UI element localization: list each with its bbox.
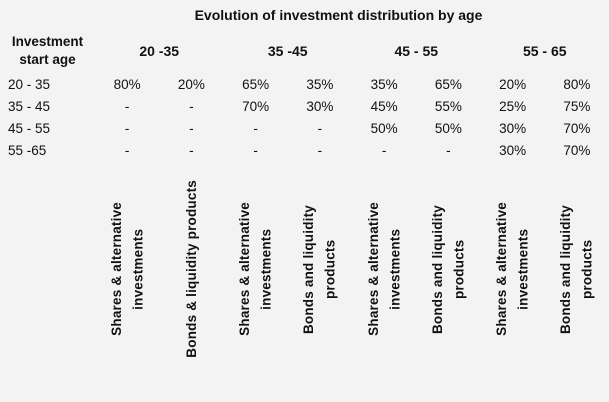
value-cell: 35% bbox=[306, 77, 334, 93]
table-title: Evolution of investment distribution by … bbox=[194, 7, 483, 23]
value-cell: - bbox=[317, 120, 323, 136]
column-label: Shares & alternative investments bbox=[106, 202, 149, 336]
value-cell: - bbox=[253, 120, 258, 136]
column-label: Bonds & liquidity products bbox=[181, 180, 203, 358]
value-cell: - bbox=[253, 142, 258, 158]
spacer-cell bbox=[0, 161, 95, 401]
column-label-cell: Bonds and liquidity products bbox=[288, 161, 352, 401]
column-label: Bonds and liquidity products bbox=[298, 205, 341, 334]
column-label-line: Bonds and liquidity bbox=[558, 204, 574, 334]
age-group-header: 20 -35 bbox=[139, 43, 180, 59]
column-label-line: Bonds & liquidity products bbox=[183, 180, 199, 359]
value-cell: 80% bbox=[563, 77, 591, 93]
column-label-line: Shares & alternative bbox=[237, 202, 253, 337]
value-cell: - bbox=[317, 142, 323, 158]
column-label-line: investments bbox=[387, 228, 403, 310]
column-label-line: Shares & alternative bbox=[108, 202, 124, 337]
column-label-line: investments bbox=[258, 228, 274, 310]
column-label-line: products bbox=[579, 239, 595, 299]
value-cell: 30% bbox=[499, 142, 527, 158]
column-label-line: investments bbox=[515, 228, 531, 310]
column-label-cell: Shares & alternative investments bbox=[352, 161, 416, 401]
value-cell: 50% bbox=[370, 120, 398, 136]
column-label: Bonds and liquidity products bbox=[555, 205, 598, 334]
value-cell: 70% bbox=[242, 99, 270, 115]
value-cell: 80% bbox=[113, 77, 141, 93]
column-label-cell: Bonds and liquidity products bbox=[545, 161, 609, 401]
row-label: 20 - 35 bbox=[8, 77, 51, 93]
row-dimension-header-line2: start age bbox=[19, 52, 76, 67]
column-label-line: Shares & alternative bbox=[494, 202, 510, 337]
value-cell: 30% bbox=[306, 99, 334, 115]
table-grid: Investment start age 20 -35 35 -45 45 - 55 55… bbox=[0, 28, 609, 401]
value-cell: 55% bbox=[434, 99, 462, 115]
column-label-line: Bonds and liquidity bbox=[301, 204, 317, 334]
column-label-line: investments bbox=[130, 228, 146, 310]
row-dimension-header: Investment start age bbox=[0, 28, 95, 74]
age-group-header: 45 - 55 bbox=[394, 43, 439, 59]
value-cell: 25% bbox=[499, 99, 527, 115]
value-cell: - bbox=[446, 142, 451, 158]
column-label: Shares & alternative investments bbox=[234, 202, 277, 336]
value-cell: - bbox=[381, 142, 387, 158]
row-label: 55 -65 bbox=[8, 142, 47, 158]
value-cell: 20% bbox=[499, 77, 527, 93]
value-cell: - bbox=[124, 99, 130, 115]
column-label-line: products bbox=[322, 239, 338, 299]
row-label: 35 - 45 bbox=[8, 99, 51, 115]
value-cell: 65% bbox=[242, 77, 270, 93]
value-cell: 35% bbox=[370, 77, 398, 93]
column-label-line: products bbox=[451, 239, 467, 299]
value-cell: 20% bbox=[177, 77, 205, 93]
value-cell: 45% bbox=[370, 99, 398, 115]
column-label-line: Bonds and liquidity bbox=[429, 204, 445, 334]
column-label: Shares & alternative investments bbox=[363, 202, 406, 336]
value-cell: 65% bbox=[434, 77, 462, 93]
value-cell: - bbox=[189, 99, 194, 115]
value-cell: - bbox=[124, 120, 130, 136]
value-cell: - bbox=[124, 142, 130, 158]
value-cell: 50% bbox=[434, 120, 462, 136]
row-dimension-header-line1: Investment bbox=[11, 34, 84, 50]
column-label-cell: Shares & alternative investments bbox=[224, 161, 288, 401]
column-label-cell: Bonds & liquidity products bbox=[159, 161, 223, 401]
value-cell: 30% bbox=[499, 120, 527, 136]
value-cell: - bbox=[189, 120, 194, 136]
column-label-line: Shares & alternative bbox=[365, 202, 381, 337]
column-label: Bonds and liquidity products bbox=[427, 205, 470, 334]
value-cell: - bbox=[189, 142, 194, 158]
column-label: Shares & alternative investments bbox=[491, 202, 534, 336]
value-cell: 70% bbox=[563, 120, 591, 136]
age-group-header: 55 - 65 bbox=[522, 43, 567, 59]
row-label: 45 - 55 bbox=[8, 120, 51, 136]
value-cell: 75% bbox=[563, 99, 591, 115]
column-label-cell: Shares & alternative investments bbox=[95, 161, 159, 401]
age-group-header: 35 -45 bbox=[267, 43, 308, 59]
column-label-cell: Bonds and liquidity products bbox=[416, 161, 480, 401]
value-cell: 70% bbox=[563, 142, 591, 158]
column-label-cell: Shares & alternative investments bbox=[481, 161, 545, 401]
